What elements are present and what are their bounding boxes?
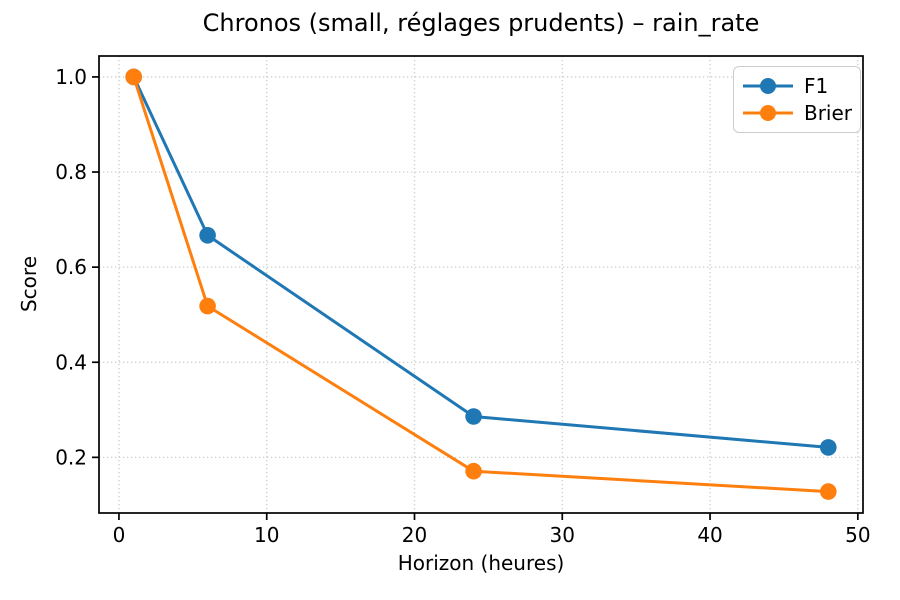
x-tick-label: 10 (254, 523, 279, 547)
y-tick-label: 0.4 (55, 350, 87, 374)
x-tick-label: 40 (697, 523, 722, 547)
brier-marker (125, 68, 142, 86)
x-axis-label: Horizon (heures) (397, 551, 565, 575)
brier-marker (199, 297, 216, 315)
y-tick-label: 0.6 (55, 255, 87, 279)
brier-line (132, 76, 829, 494)
legend-label-f1: F1 (804, 74, 829, 98)
f1-marker (820, 439, 837, 456)
brier-line-sample-icon (742, 105, 793, 121)
brier-marker (820, 483, 837, 500)
f1-marker (465, 408, 482, 425)
x-tick-label: 0 (113, 523, 126, 547)
x-tick-label: 20 (402, 523, 427, 547)
y-tick-label: 0.8 (55, 160, 87, 184)
f1-line (132, 76, 829, 449)
brier-marker (465, 462, 482, 480)
legend-item-brier: Brier (742, 103, 852, 123)
f1-marker (199, 227, 216, 244)
chart-title: Chronos (small, réglages prudents) – rai… (202, 9, 760, 37)
x-tick-label: 30 (550, 523, 575, 547)
y-tick-label: 0.2 (55, 445, 87, 469)
y-axis-label: Score (17, 256, 41, 313)
legend-label-brier: Brier (803, 101, 852, 125)
plot-border (98, 55, 864, 514)
legend: F1 Brier (733, 66, 861, 133)
x-tick-label: 50 (845, 523, 870, 547)
legend-item-f1: F1 (742, 76, 852, 96)
f1-line-sample-icon (743, 78, 793, 94)
y-tick-label: 1.0 (55, 65, 87, 89)
